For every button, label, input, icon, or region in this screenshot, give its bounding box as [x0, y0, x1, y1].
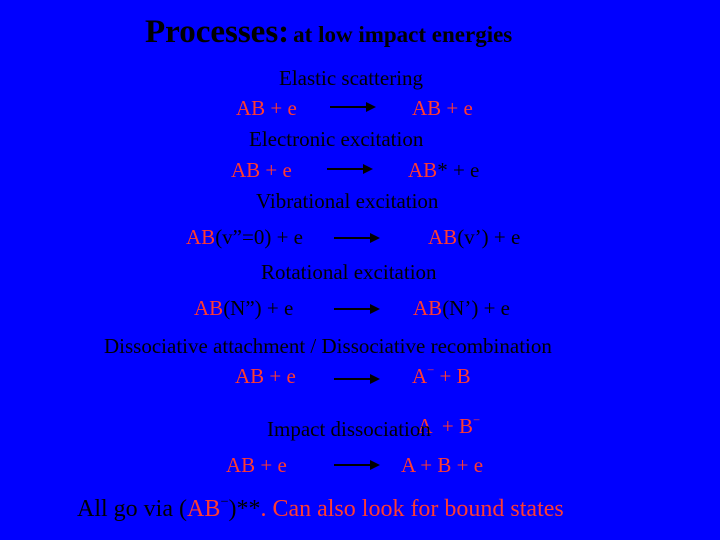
reaction-arrow-rotational	[334, 304, 380, 314]
equation-vibrational-lhs-species: AB	[186, 225, 216, 249]
reaction-arrow-dissociative	[334, 374, 380, 384]
footer-close: )**	[228, 496, 261, 522]
equation-elastic-lhs: AB + e	[236, 96, 297, 120]
equation-dissociative-rhs-2: A + B−	[408, 395, 480, 437]
equation-dissociative-rhs-2-charge: −	[472, 413, 481, 428]
equation-rotational-rhs-rest: (N’) + e	[442, 296, 510, 320]
equation-rotational-lhs-rest: (N”) + e	[223, 296, 294, 320]
footer-prefix: All go via (	[77, 496, 187, 522]
equation-dissociative-rhs-1-anion: A	[412, 364, 428, 388]
equation-impact-lhs: AB + e	[226, 453, 287, 477]
footer-ab: AB	[186, 496, 221, 522]
label-elastic-scattering: Elastic scattering	[279, 66, 424, 90]
reaction-arrow-impact	[334, 460, 380, 470]
equation-elastic-rhs: AB + e	[412, 96, 473, 120]
equation-rotational-rhs: AB(N’) + e	[413, 298, 510, 319]
equation-vibrational-rhs-species: AB	[428, 225, 458, 249]
equation-vibrational-rhs: AB(v’) + e	[428, 227, 520, 248]
equation-electronic-lhs: AB + e	[231, 158, 292, 182]
reaction-arrow-electronic	[327, 164, 373, 174]
equation-electronic-rhs-rest: * + e	[437, 158, 480, 182]
footer-note: All go via (AB−)**. Can also look for bo…	[77, 493, 564, 522]
label-vibrational-excitation: Vibrational excitation	[256, 189, 439, 213]
equation-dissociative-lhs: AB + e	[235, 364, 296, 388]
equation-dissociative-rhs-1: A− + B	[412, 363, 471, 388]
footer-bound-states: . Can also look for bound states	[260, 496, 564, 522]
title-subtitle: at low impact energies	[293, 22, 513, 47]
equation-vibrational-lhs-rest: (v”=0) + e	[215, 225, 304, 249]
equation-rotational-rhs-species: AB	[413, 296, 443, 320]
footer-charge: −	[220, 493, 229, 510]
label-electronic-excitation: Electronic excitation	[249, 127, 424, 151]
equation-dissociative-rhs-2-products: A + B	[417, 414, 473, 438]
equation-impact-rhs: A + B + e	[401, 453, 484, 477]
label-dissociative-attachment-recombination: Dissociative attachment / Dissociative r…	[104, 334, 552, 358]
equation-vibrational-rhs-rest: (v’) + e	[457, 225, 521, 249]
title-main: Processes:	[145, 14, 290, 50]
equation-vibrational-lhs: AB(v”=0) + e	[186, 227, 303, 248]
equation-electronic-rhs-species: AB	[408, 158, 438, 182]
label-rotational-excitation: Rotational excitation	[261, 260, 437, 284]
equation-rotational-lhs-species: AB	[194, 296, 224, 320]
equation-rotational-lhs: AB(N”) + e	[194, 298, 293, 319]
reaction-arrow-vibrational	[334, 233, 380, 243]
equation-dissociative-rhs-1-rest: + B	[434, 364, 471, 388]
equation-dissociative-rhs-1-charge: −	[427, 363, 435, 378]
reaction-arrow-elastic	[330, 102, 376, 112]
label-impact-dissociation: Impact dissociation	[267, 417, 431, 441]
equation-electronic-rhs: AB* + e	[408, 160, 479, 181]
slide-title: Processes: at low impact energies	[145, 16, 512, 49]
